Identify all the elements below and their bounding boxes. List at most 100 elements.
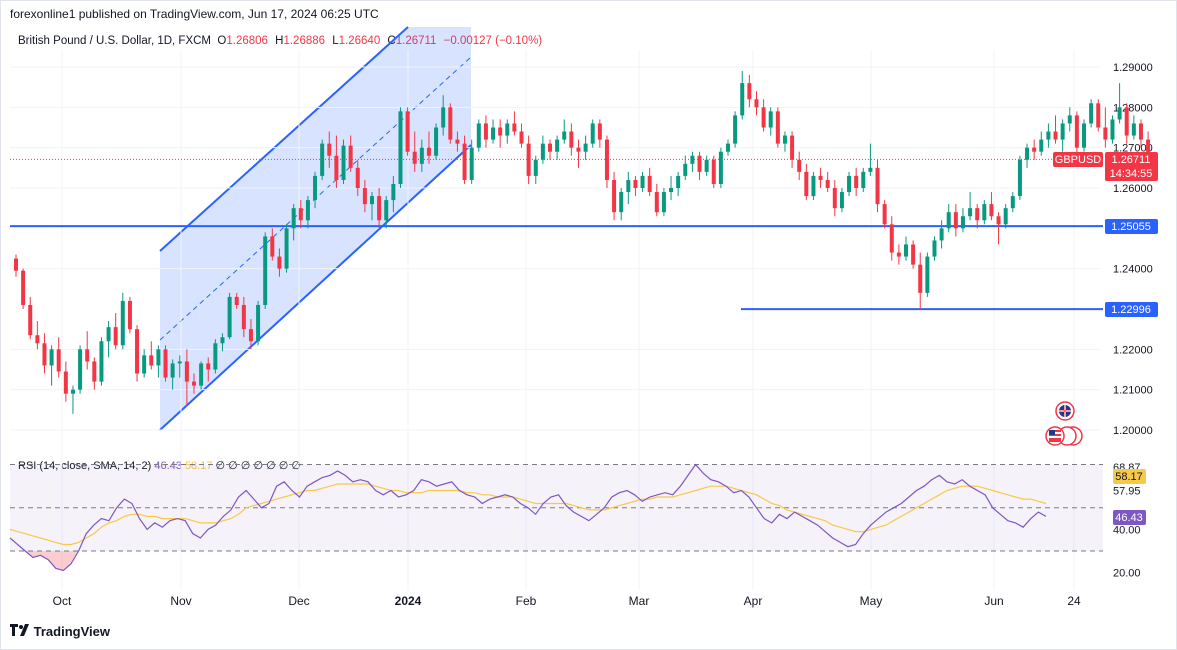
candle[interactable] (291, 204, 296, 241)
candle[interactable] (889, 216, 894, 261)
us-flag-icon[interactable] (1045, 426, 1083, 446)
candle[interactable] (405, 107, 410, 156)
candle[interactable] (177, 355, 182, 378)
candle[interactable] (832, 179, 837, 217)
candle[interactable] (704, 155, 709, 176)
candle[interactable] (348, 135, 353, 172)
candle[interactable] (790, 131, 795, 168)
candle[interactable] (661, 188, 666, 217)
candle[interactable] (612, 171, 617, 221)
candle[interactable] (377, 188, 382, 229)
candle[interactable] (519, 123, 524, 148)
candle[interactable] (953, 204, 958, 237)
candle[interactable] (861, 167, 866, 193)
candle[interactable] (548, 139, 552, 160)
candle[interactable] (918, 252, 923, 309)
candle[interactable] (234, 292, 239, 309)
candle[interactable] (320, 139, 325, 180)
candle[interactable] (1117, 83, 1122, 124)
candle[interactable] (868, 143, 873, 176)
candle[interactable] (284, 224, 289, 273)
candle[interactable] (697, 151, 702, 180)
candle[interactable] (576, 139, 581, 168)
candle[interactable] (448, 103, 453, 144)
candle[interactable] (248, 319, 253, 350)
candle[interactable] (156, 345, 161, 378)
candle[interactable] (768, 107, 773, 136)
candle[interactable] (911, 240, 916, 269)
candle[interactable] (968, 192, 973, 221)
candle[interactable] (426, 131, 431, 164)
candle[interactable] (163, 345, 168, 382)
candle[interactable] (804, 163, 809, 201)
candle[interactable] (305, 196, 310, 229)
candle[interactable] (847, 171, 852, 197)
candle[interactable] (483, 115, 488, 148)
candle[interactable] (797, 151, 802, 180)
candle[interactable] (1032, 139, 1037, 160)
candle[interactable] (213, 339, 218, 374)
candle[interactable] (761, 99, 766, 132)
candle[interactable] (419, 139, 424, 172)
candle[interactable] (1103, 107, 1108, 148)
candle[interactable] (1089, 99, 1094, 128)
candle[interactable] (533, 155, 538, 184)
candle[interactable] (540, 135, 545, 164)
candle[interactable] (370, 192, 374, 221)
candle[interactable] (932, 236, 937, 261)
candle[interactable] (640, 171, 645, 193)
channel-lower-line[interactable] (159, 144, 472, 431)
candle[interactable] (1017, 155, 1022, 201)
candle[interactable] (896, 244, 901, 265)
candle[interactable] (412, 131, 417, 172)
candle[interactable] (476, 119, 481, 152)
candle[interactable] (647, 167, 652, 197)
candle[interactable] (904, 236, 908, 261)
tradingview-logo[interactable]: TradingView (10, 624, 110, 639)
candle[interactable] (277, 248, 282, 277)
candle[interactable] (1067, 107, 1072, 132)
candle[interactable] (256, 300, 261, 346)
candle[interactable] (170, 359, 175, 390)
candle[interactable] (455, 131, 460, 152)
candle[interactable] (434, 123, 439, 160)
candle[interactable] (206, 357, 211, 382)
candle[interactable] (113, 313, 118, 350)
candle[interactable] (462, 135, 467, 184)
candle[interactable] (1138, 119, 1143, 148)
candle[interactable] (199, 361, 204, 390)
candle[interactable] (85, 331, 90, 370)
candle[interactable] (733, 111, 738, 148)
candle[interactable] (220, 333, 225, 352)
candle[interactable] (676, 171, 681, 197)
candle[interactable] (562, 119, 567, 144)
candle[interactable] (569, 123, 574, 156)
candle[interactable] (491, 119, 496, 144)
candle[interactable] (355, 159, 360, 197)
candle[interactable] (505, 119, 510, 144)
candle[interactable] (775, 107, 780, 148)
uk-flag-icon[interactable] (1055, 401, 1075, 421)
candle[interactable] (35, 321, 40, 350)
candle[interactable] (1082, 119, 1086, 152)
candle[interactable] (78, 345, 83, 394)
candle[interactable] (1046, 123, 1051, 148)
candle[interactable] (142, 349, 147, 378)
candle[interactable] (825, 171, 830, 193)
candle[interactable] (192, 373, 196, 394)
candle[interactable] (982, 200, 987, 225)
candle[interactable] (263, 232, 268, 309)
candle[interactable] (626, 171, 631, 205)
candle[interactable] (619, 188, 624, 221)
candle[interactable] (1074, 111, 1079, 156)
candle[interactable] (127, 296, 132, 334)
candle[interactable] (839, 188, 844, 213)
candle[interactable] (1096, 99, 1101, 132)
candle[interactable] (811, 171, 816, 201)
candle[interactable] (654, 183, 659, 217)
candle[interactable] (227, 292, 232, 340)
candle[interactable] (818, 167, 823, 188)
candle[interactable] (313, 171, 318, 209)
candle[interactable] (633, 175, 638, 197)
